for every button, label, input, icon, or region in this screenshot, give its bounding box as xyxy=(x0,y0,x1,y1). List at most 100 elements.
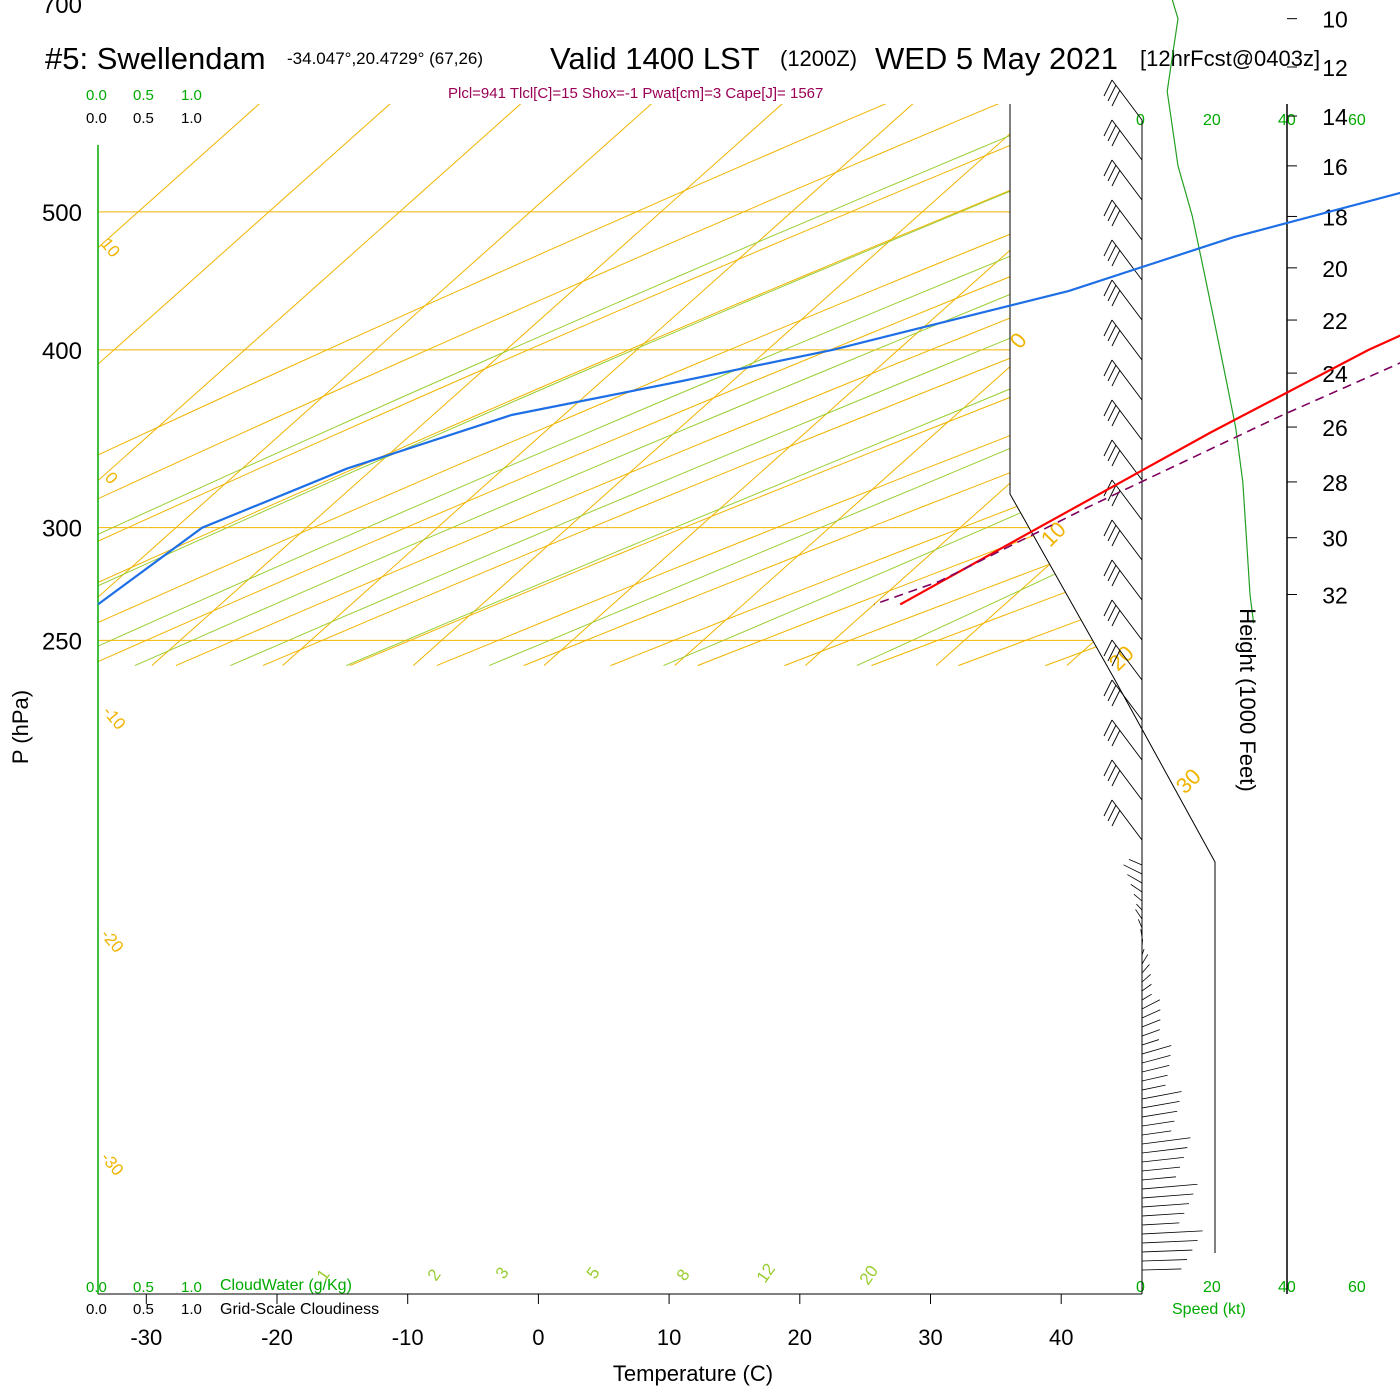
wind-barb xyxy=(1141,1064,1170,1073)
wind-barb xyxy=(1103,799,1143,841)
pressure-axis-ticks: 2503004005007008501000 xyxy=(42,0,82,655)
wind-tick-top: 20 xyxy=(1203,112,1221,129)
dry-adiabat-line xyxy=(262,104,1215,667)
cloudiness-tick-bottom: 1.0 xyxy=(181,1301,202,1318)
dewpoint-line xyxy=(97,191,1400,606)
wind-barb xyxy=(1103,759,1143,801)
height-tick-label: 10 xyxy=(1322,7,1348,33)
wind-tick-bottom: 60 xyxy=(1348,1279,1366,1296)
mixing-ratio-line xyxy=(1356,0,1400,350)
height-tick-label: 14 xyxy=(1322,104,1348,130)
wind-barb xyxy=(1141,1019,1161,1028)
wind-barb xyxy=(1103,279,1143,321)
wind-barb xyxy=(1141,1240,1198,1244)
isotherm-line xyxy=(98,104,1052,666)
moist-adiabat-line xyxy=(134,104,1215,667)
cloudwater-tick-top: 1.0 xyxy=(181,87,202,104)
wind-barb xyxy=(1130,884,1143,893)
isotherm-label: -10 xyxy=(99,702,129,733)
moist-adiabat-line xyxy=(98,104,1215,667)
wind-tick-bottom: 20 xyxy=(1203,1279,1221,1296)
height-tick-label: 16 xyxy=(1322,154,1348,180)
temperature-line xyxy=(899,334,1400,606)
utc-time: (1200Z) xyxy=(780,46,857,71)
pressure-tick-label: 400 xyxy=(42,338,82,365)
wind-barb xyxy=(1103,79,1143,121)
wind-barb xyxy=(1141,1039,1160,1046)
wind-barb xyxy=(1123,864,1143,875)
wind-barb xyxy=(1141,1029,1160,1037)
dry-adiabat-line xyxy=(1219,0,1400,666)
x-tick-label: 20 xyxy=(788,1325,812,1350)
isotherm-label: 10 xyxy=(97,234,124,261)
wind-barb xyxy=(1141,1147,1188,1154)
mixing-ratio-label: 8 xyxy=(673,1266,694,1285)
x-tick-label: 40 xyxy=(1049,1325,1073,1350)
wind-barb xyxy=(1136,903,1143,911)
wind-barb xyxy=(1103,719,1143,761)
wind-barb xyxy=(1141,948,1145,956)
isotherm-label: -30 xyxy=(97,1148,127,1179)
wind-barb xyxy=(1141,1055,1171,1064)
cloudiness-tick-top: 1.0 xyxy=(181,110,202,127)
isotherm-label: 0 xyxy=(101,468,122,487)
wind-barb xyxy=(1103,199,1143,241)
wind-barb xyxy=(1141,1120,1175,1127)
x-tick-label: -10 xyxy=(392,1325,424,1350)
wind-barbs xyxy=(1103,79,1203,1271)
height-tick-label: 22 xyxy=(1322,308,1348,334)
isotherm-line xyxy=(282,104,1215,666)
wind-barb xyxy=(1103,639,1143,681)
mixing-ratio-label: 2 xyxy=(424,1266,445,1285)
x-tick-label: 30 xyxy=(918,1325,942,1350)
wind-barb xyxy=(1141,1212,1185,1217)
wind-barb xyxy=(1141,1176,1176,1181)
wind-barb xyxy=(1141,1084,1166,1091)
wind-barb xyxy=(1141,1137,1191,1145)
x-axis-ticks: -30 -20 -10 0 10 20 30 40 xyxy=(130,1294,1073,1350)
moist-adiabat-line xyxy=(98,104,1215,667)
height-tick-label: 28 xyxy=(1322,470,1348,496)
cloudiness-label: Grid-Scale Cloudiness xyxy=(220,1301,379,1318)
x-tick-label: 10 xyxy=(657,1325,681,1350)
x-tick-label: -20 xyxy=(261,1325,293,1350)
height-tick-label: 20 xyxy=(1322,256,1348,282)
height-tick-label: 32 xyxy=(1322,582,1348,608)
wind-barb xyxy=(1128,858,1143,866)
wind-barb xyxy=(1103,679,1143,721)
dry-adiabat-line xyxy=(98,104,1215,667)
wind-barb xyxy=(1133,893,1143,902)
cloudwater-label: CloudWater (g/Kg) xyxy=(220,1277,352,1294)
mixing-ratio-label: 3 xyxy=(492,1264,513,1283)
isotherm-label: 30 xyxy=(1171,764,1206,799)
valid-time: Valid 1400 LST xyxy=(550,41,760,76)
y-axis-label: P (hPa) xyxy=(8,690,33,764)
wind-tick-top: 60 xyxy=(1348,112,1366,129)
wind-tick-top: 0 xyxy=(1136,112,1145,129)
cloudwater-tick-top: 0.5 xyxy=(133,87,154,104)
pressure-tick-label: 250 xyxy=(42,628,82,655)
wind-barb xyxy=(1135,909,1143,920)
wind-barb xyxy=(1141,1100,1180,1109)
plot-frame xyxy=(1009,104,1216,1253)
cloud-scale-bottom: 0.0 0.5 1.0 CloudWater (g/Kg) 0.0 0.5 1.… xyxy=(86,1277,379,1318)
wind-barb xyxy=(1141,1183,1198,1190)
wind-barb xyxy=(1141,1156,1184,1163)
wind-barb xyxy=(1103,239,1143,281)
wind-barb xyxy=(1103,599,1143,641)
isotherm-line xyxy=(412,104,1215,666)
wind-barb xyxy=(1103,479,1143,521)
cloudwater-tick-bottom: 1.0 xyxy=(181,1279,202,1296)
dry-adiabat-line xyxy=(98,104,1215,667)
cloudiness-tick-bottom: 0.0 xyxy=(86,1301,107,1318)
dry-adiabat-line xyxy=(98,104,1215,667)
cloudiness-tick-top: 0.5 xyxy=(133,110,154,127)
wind-barb xyxy=(1141,1130,1172,1136)
mixing-ratio-label: 20 xyxy=(856,1262,882,1288)
pressure-tick-label: 300 xyxy=(42,516,82,543)
wind-barb xyxy=(1141,1268,1182,1271)
wind-barb xyxy=(1141,939,1144,947)
x-tick-label: -30 xyxy=(130,1325,162,1350)
